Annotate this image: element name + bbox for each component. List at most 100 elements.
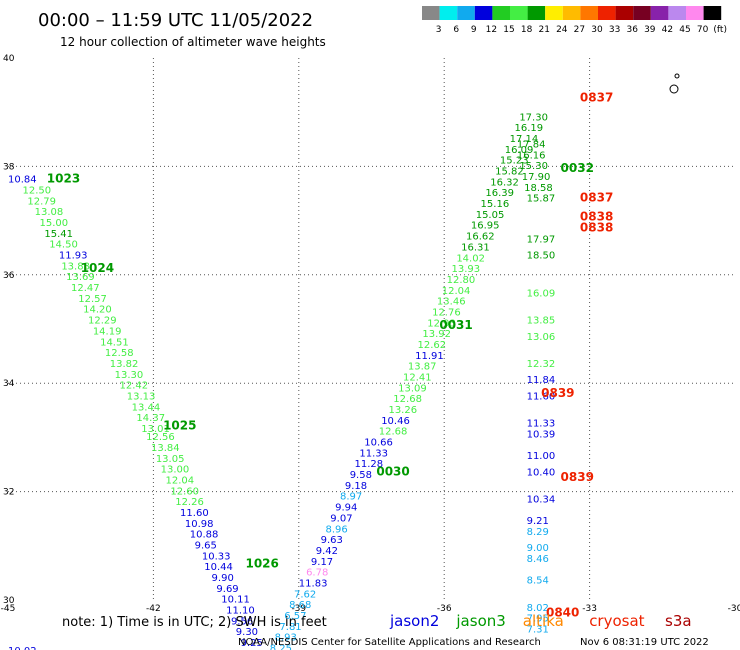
wave-height-point: 6.78 [306, 568, 328, 579]
colorbar-swatch [422, 6, 440, 20]
colorbar-label: 33 [609, 25, 620, 35]
wave-height-point: 14.50 [49, 240, 78, 251]
time-label: 1023 [47, 172, 80, 186]
time-label: 0840 [546, 605, 579, 619]
colorbar-label: 21 [538, 25, 549, 35]
wave-height-point: 11.93 [59, 251, 88, 262]
colorbar-label: 3 [436, 25, 442, 35]
colorbar-swatch [703, 6, 722, 20]
wave-height-point: 16.19 [514, 123, 543, 134]
wave-height-point: 12.47 [71, 283, 100, 294]
wave-height-point: 9.90 [212, 573, 234, 584]
footer-credit: NOAA/NESDIS Center for Satellite Applica… [238, 637, 541, 648]
wave-height-point: 9.00 [527, 543, 549, 554]
colorbar-swatch [598, 6, 616, 20]
wave-height-point: 15.05 [476, 210, 505, 221]
wave-height-point: 8.25 [270, 643, 292, 650]
wave-height-point: 12.57 [78, 294, 107, 305]
colorbar-swatch [545, 6, 563, 20]
wave-height-point: 8.68 [289, 600, 311, 611]
wave-height-point: 12.04 [166, 475, 195, 486]
wave-height-point: 14.37 [136, 413, 165, 424]
wave-height-point: 10.66 [364, 438, 393, 449]
time-label: 1026 [245, 556, 278, 570]
wave-height-point: 8.02 [527, 603, 549, 614]
wave-height-point: 12.79 [27, 196, 56, 207]
wave-height-point: 10.34 [527, 494, 556, 505]
colorbar-label: 30 [591, 25, 603, 35]
wave-height-point: 9.65 [195, 541, 217, 552]
wave-height-point: 13.09 [398, 383, 427, 394]
wave-height-point: 18.58 [524, 183, 553, 194]
wave-height-point: 11.33 [527, 419, 556, 430]
wave-height-point: 13.69 [66, 272, 95, 283]
wave-height-point: 9.63 [321, 535, 343, 546]
colorbar-label: 24 [556, 25, 568, 35]
wave-height-point: 12.04 [442, 286, 471, 297]
legend-item: s3a [665, 612, 692, 630]
wave-height-point: 9.42 [316, 546, 338, 557]
wave-height-point: 8.97 [340, 492, 362, 503]
page-title: 00:00 – 11:59 UTC 11/05/2022 [38, 10, 313, 31]
wave-height-point: 16.16 [517, 150, 546, 161]
colorbar-label: 70 [697, 25, 709, 35]
wave-height-point: 9.71 [248, 649, 270, 650]
x-tick-label: -30 [728, 604, 740, 614]
wave-height-point: 10.44 [204, 562, 233, 573]
wave-height-point: 12.80 [447, 275, 476, 286]
time-label: 0838 [580, 210, 613, 224]
page-subtitle: 12 hour collection of altimeter wave hei… [60, 35, 326, 49]
wave-height-point: 17.30 [519, 112, 548, 123]
colorbar-label: (ft) [713, 25, 727, 35]
wave-height-point: 12.26 [175, 497, 204, 508]
wave-height-point: 10.39 [527, 429, 556, 440]
colorbar-swatch [510, 6, 528, 20]
wave-height-point: 12.29 [88, 316, 117, 327]
legend-item: cryosat [589, 612, 644, 630]
colorbar-swatch [492, 6, 510, 20]
time-label: 0839 [561, 470, 594, 484]
legend-item: jason2 [389, 612, 439, 630]
wave-height-point: 13.44 [132, 402, 161, 413]
wave-height-point: 13.84 [151, 443, 180, 454]
wave-height-point: 15.41 [44, 229, 73, 240]
wave-height-point: 17.97 [527, 234, 556, 245]
wave-height-point: 11.60 [180, 508, 209, 519]
colorbar-label: 12 [486, 25, 497, 35]
colorbar-swatch [650, 6, 669, 20]
wave-height-point: 10.33 [202, 551, 231, 562]
colorbar-swatch [668, 6, 686, 20]
wave-height-point: 15.00 [40, 218, 69, 229]
colorbar-swatch [580, 6, 598, 20]
wave-height-point: 16.95 [471, 221, 500, 232]
wave-height-point: 12.56 [146, 432, 175, 443]
wave-height-point: 14.02 [456, 253, 485, 264]
wave-height-point: 7.81 [279, 622, 301, 633]
colorbar-label: 6 [453, 25, 459, 35]
wave-height-point: 11.91 [415, 351, 444, 362]
legend: jason2 jason3 altika cryosat s3a [389, 612, 692, 630]
colorbar-label: 15 [503, 25, 514, 35]
wave-height-point: 13.13 [127, 391, 156, 402]
wave-height-point: 13.01 [141, 424, 170, 435]
time-label: 0030 [376, 464, 409, 478]
wave-height-point: 9.56 [231, 616, 253, 627]
wave-height-point: 15.30 [519, 161, 548, 172]
wave-height-point: 8.93 [275, 633, 297, 644]
wave-height-point: 7.31 [527, 625, 549, 636]
colorbar-swatch [527, 6, 546, 20]
time-label: 0032 [561, 161, 594, 175]
wave-height-point: 14.20 [83, 305, 112, 316]
wave-height-point: 12.68 [393, 394, 422, 405]
island-icon [669, 84, 679, 94]
wave-height-point: 13.30 [115, 370, 144, 381]
wave-height-point: 16.32 [490, 177, 519, 188]
wave-height-point: 6.57 [284, 611, 306, 622]
footer-timestamp: Nov 6 08:31:19 UTC 2022 [580, 637, 709, 648]
legend-item: altika [523, 612, 564, 630]
colorbar-label: 45 [679, 25, 690, 35]
colorbar-label: 18 [521, 25, 533, 35]
footer-note: note: 1) Time is in UTC; 2) SWH is in fe… [62, 615, 327, 630]
